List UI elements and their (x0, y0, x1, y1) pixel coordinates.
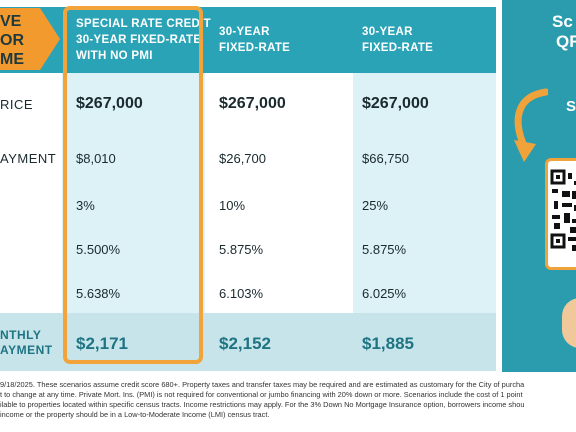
monthly-payment-value: $1,885 (362, 334, 414, 353)
badge-arrow-icon (0, 8, 60, 70)
column-header-special-rate: SPECIAL RATE CREDIT 30-YEAR FIXED-RATE W… (76, 16, 211, 64)
header-line: 30-YEAR (362, 26, 413, 38)
table-header: SPECIAL RATE CREDIT 30-YEAR FIXED-RATE W… (0, 7, 496, 73)
header-line: SPECIAL RATE CREDIT (76, 18, 211, 30)
column-header-30yr-fixed-2: 30-YEAR FIXED-RATE (362, 24, 433, 56)
row-label-down-payment: AYMENT (0, 151, 57, 166)
total-label-line: NTHLY (0, 328, 42, 342)
monthly-payment-value: $2,171 (76, 334, 128, 353)
disclaimer-line: t to change at any time. Private Mort. I… (0, 390, 523, 399)
highlight-frame (63, 6, 203, 364)
qr-promo-line: Sc (552, 12, 573, 31)
disclaimer-line: income or the property should be in a Lo… (0, 410, 270, 419)
table-cell: $8,010 (76, 151, 116, 166)
header-line: 30-YEAR (219, 26, 270, 38)
table-cell: 25% (362, 198, 389, 213)
table-cell: 5.875% (219, 242, 264, 257)
badge-line: OR (0, 32, 24, 49)
header-line: WITH NO PMI (76, 50, 153, 62)
table-cell: 5.500% (76, 242, 121, 257)
table-cell: $66,750 (362, 151, 409, 166)
fixed-rate-column-bg (205, 73, 353, 313)
label-column-bg (0, 73, 62, 313)
table-cell: $267,000 (219, 95, 286, 112)
qr-promo-panel: Sc QR S (502, 0, 576, 372)
fixed-rate-column-2-bg (353, 73, 496, 313)
table-cell: 6.025% (362, 286, 407, 301)
disclaimer-line: 9/18/2025. These scenarios assume credit… (0, 380, 525, 389)
monthly-payment-value: $2,152 (219, 334, 271, 353)
disclaimer-line: ilable to properties located within spec… (0, 400, 525, 409)
table-cell: 10% (219, 198, 246, 213)
table-cell: $26,700 (219, 151, 266, 166)
curved-arrow-icon (514, 88, 548, 162)
table-cell: $267,000 (362, 95, 429, 112)
table-cell: 3% (76, 198, 95, 213)
badge-line: VE (0, 13, 22, 30)
header-line: 30-YEAR FIXED-RATE (76, 34, 202, 46)
disclaimer-text: 9/18/2025. These scenarios assume credit… (0, 380, 576, 420)
table-cell: 5.638% (76, 286, 121, 301)
hand-icon (562, 298, 576, 348)
header-line: FIXED-RATE (219, 42, 291, 54)
row-label-monthly-payment: NTHLY AYMENT (0, 328, 53, 358)
table-cell: 5.875% (362, 242, 407, 257)
header-line: FIXED-RATE (362, 42, 434, 54)
qr-promo-line: QR (556, 32, 576, 51)
qr-promo-line: S (566, 98, 576, 115)
qr-code-card[interactable] (545, 158, 576, 270)
total-label-line: AYMENT (0, 343, 53, 357)
table-cell: 6.103% (219, 286, 264, 301)
badge-line: ME (0, 51, 24, 68)
qr-code-icon (550, 169, 576, 251)
special-rate-column-bg (62, 73, 205, 313)
row-label-price: RICE (0, 97, 34, 112)
column-header-30yr-fixed: 30-YEAR FIXED-RATE (219, 24, 290, 56)
table-cell: $267,000 (76, 95, 143, 112)
